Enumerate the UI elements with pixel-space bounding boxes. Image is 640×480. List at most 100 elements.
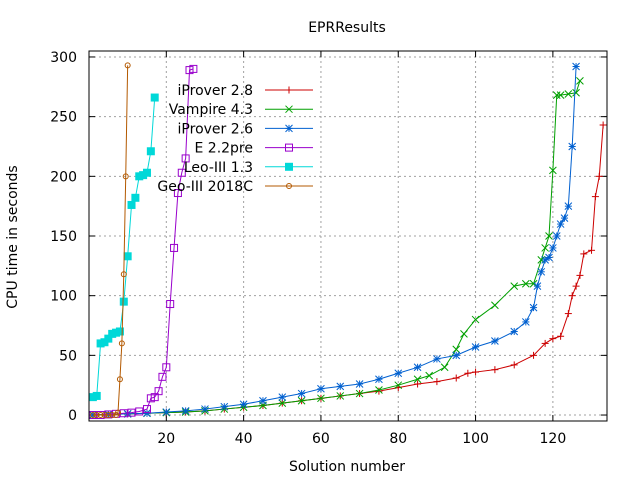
data-point xyxy=(120,271,127,278)
data-point xyxy=(114,409,121,416)
x-tick-label: 100 xyxy=(462,431,489,447)
data-point xyxy=(259,396,267,405)
legend-label: Geo-III 2018C xyxy=(157,179,253,195)
data-point xyxy=(541,244,550,252)
series-leo-iii-1-3 xyxy=(88,93,159,402)
data-point xyxy=(510,361,518,369)
x-tick-label: 20 xyxy=(157,431,175,447)
data-point xyxy=(154,387,163,396)
data-point xyxy=(142,405,151,414)
series-line xyxy=(92,65,129,416)
data-point xyxy=(162,363,171,372)
y-tick-label: 50 xyxy=(59,348,77,364)
data-point xyxy=(471,343,480,351)
axis-ticks: 20 40 60 80 100 120 0 50 100 150 200 250 300 xyxy=(50,50,607,447)
data-point xyxy=(135,407,144,416)
data-point xyxy=(375,386,383,394)
data-point xyxy=(464,369,472,377)
x-axis-title: Solution number xyxy=(289,459,405,475)
y-tick-label: 0 xyxy=(68,408,77,424)
data-point xyxy=(336,382,345,391)
legend-marker xyxy=(286,183,292,189)
data-point xyxy=(552,91,561,100)
data-point xyxy=(278,393,287,401)
data-point xyxy=(576,76,584,85)
data-point xyxy=(177,168,186,177)
data-point xyxy=(189,64,198,73)
data-point xyxy=(278,399,287,407)
data-point xyxy=(572,62,580,71)
data-point xyxy=(124,62,131,69)
data-point xyxy=(568,292,576,300)
legend-label: Vampire 4.3 xyxy=(169,102,253,118)
data-point xyxy=(576,271,584,279)
data-point xyxy=(109,412,116,419)
data-point xyxy=(413,375,422,384)
data-point xyxy=(355,380,364,388)
y-tick-label: 300 xyxy=(50,50,77,66)
data-point xyxy=(355,389,364,398)
data-point xyxy=(150,93,159,102)
data-point xyxy=(557,332,565,340)
data-point xyxy=(162,408,171,416)
data-point xyxy=(173,189,182,198)
data-point xyxy=(105,412,112,419)
chart-title: EPRResults xyxy=(308,20,386,36)
data-point xyxy=(170,243,179,252)
series-iprover-2-8 xyxy=(89,121,607,419)
data-point xyxy=(549,166,557,175)
data-point xyxy=(433,378,441,386)
data-point xyxy=(460,330,468,338)
series-line xyxy=(92,124,604,416)
data-point xyxy=(158,372,167,381)
data-point xyxy=(545,253,553,262)
data-point xyxy=(93,412,100,419)
data-point xyxy=(394,369,403,378)
y-axis-title: CPU time in seconds xyxy=(5,165,21,308)
data-point xyxy=(568,142,577,151)
plot-frame xyxy=(88,50,608,422)
data-point xyxy=(564,310,572,318)
data-series xyxy=(88,62,607,420)
data-point xyxy=(556,220,565,228)
data-point xyxy=(510,282,519,290)
y-tick-label: 200 xyxy=(50,169,77,185)
y-tick-label: 100 xyxy=(50,289,77,305)
data-point xyxy=(115,327,124,336)
data-point xyxy=(541,339,549,347)
legend-marker xyxy=(285,124,293,133)
y-tick-label: 250 xyxy=(50,110,77,126)
data-point xyxy=(119,297,128,306)
data-point xyxy=(425,371,434,380)
data-point xyxy=(537,256,546,264)
legend: iProver 2.8 Vampire 4.3 iProver 2.6 E 2.2pr… xyxy=(157,83,313,195)
data-point xyxy=(118,340,125,347)
data-point xyxy=(414,380,422,388)
data-point xyxy=(239,400,248,409)
series-geo-iii-2018c xyxy=(89,62,131,419)
data-point xyxy=(472,368,480,376)
data-point xyxy=(131,193,140,202)
data-point xyxy=(127,408,136,417)
legend-marker xyxy=(285,86,293,94)
data-point xyxy=(452,351,461,360)
data-point xyxy=(440,363,449,372)
data-point xyxy=(549,244,557,252)
data-point xyxy=(552,232,561,240)
legend-label: E 2.2pre xyxy=(194,141,253,157)
series-line xyxy=(92,97,156,398)
data-point xyxy=(122,173,129,180)
data-point xyxy=(591,193,599,201)
data-point xyxy=(123,252,132,261)
data-point xyxy=(433,355,441,363)
data-point xyxy=(564,202,573,211)
x-tick-label: 40 xyxy=(235,431,253,447)
data-point xyxy=(181,154,190,163)
data-point xyxy=(491,301,499,310)
legend-label: iProver 2.6 xyxy=(178,121,254,137)
data-point xyxy=(297,389,306,398)
series-line xyxy=(92,80,581,416)
data-point xyxy=(491,337,499,345)
data-point xyxy=(375,375,383,384)
data-point xyxy=(529,303,538,312)
